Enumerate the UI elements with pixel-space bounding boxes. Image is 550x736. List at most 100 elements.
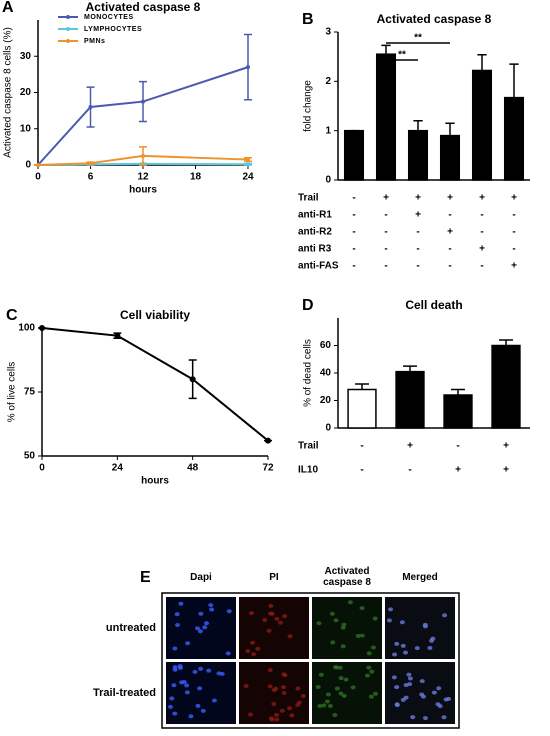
cell (194, 626, 200, 631)
condition-value: + (415, 193, 421, 204)
bar (347, 388, 377, 429)
condition-value: - (384, 244, 387, 255)
condition-value: + (383, 193, 389, 204)
cell (442, 613, 448, 618)
cell (355, 633, 361, 638)
condition-value: - (352, 244, 355, 255)
cell (368, 694, 374, 699)
cell (318, 672, 324, 677)
cell (386, 618, 392, 623)
legend-label: LYMPHOCYTES (84, 26, 142, 33)
cell (332, 713, 338, 718)
cell (243, 683, 249, 688)
cell (172, 646, 178, 651)
cell (177, 664, 183, 669)
condition-value: + (415, 210, 421, 221)
cell (337, 665, 343, 670)
cell (209, 607, 215, 612)
cell (262, 617, 268, 622)
condition-value: - (416, 244, 419, 255)
cell (406, 672, 412, 677)
cell (266, 628, 272, 633)
legend-label: PMNs (84, 38, 105, 45)
condition-value: - (480, 227, 483, 238)
cell (333, 665, 339, 670)
error-bar (381, 44, 391, 55)
cell (392, 652, 398, 657)
cell (178, 601, 184, 606)
cell (198, 611, 204, 616)
cell (431, 690, 437, 695)
cell (414, 646, 420, 651)
condition-value: + (511, 261, 517, 272)
condition-value: - (384, 227, 387, 238)
cell (325, 692, 331, 697)
x-tick-label: 72 (262, 463, 274, 474)
cell (287, 634, 293, 639)
panel-letter: C (6, 307, 18, 324)
cell (341, 693, 347, 698)
panel-letter: D (302, 297, 314, 314)
cell (394, 685, 400, 690)
cell (211, 698, 217, 703)
micrograph (166, 662, 236, 724)
legend-marker (66, 27, 70, 31)
condition-value: - (448, 261, 451, 272)
bar (491, 344, 521, 429)
cell (277, 620, 283, 625)
cell (208, 603, 214, 608)
cell (364, 673, 370, 678)
x-tick-label: 24 (242, 172, 254, 183)
cell (427, 645, 433, 650)
cell (197, 629, 203, 634)
condition-value: + (479, 244, 485, 255)
cell (192, 669, 198, 674)
cell (169, 696, 175, 701)
cell (366, 665, 372, 670)
condition-value: - (448, 244, 451, 255)
bar (395, 370, 425, 429)
cell (287, 706, 293, 711)
y-tick-label: 0 (325, 175, 331, 186)
cell (410, 715, 416, 720)
cell (268, 603, 274, 608)
condition-value: + (455, 465, 461, 476)
cell (295, 702, 301, 707)
error-bar (355, 383, 369, 390)
cell (248, 611, 254, 616)
condition-value: - (352, 261, 355, 272)
cell (441, 715, 447, 720)
y-tick-label: 3 (325, 27, 331, 38)
micrograph (385, 597, 455, 659)
y-tick-label: 0 (25, 160, 31, 171)
cell (321, 703, 327, 708)
cell (216, 671, 222, 676)
y-axis-label: fold change (303, 80, 314, 132)
cell (174, 622, 180, 627)
cell (372, 691, 378, 696)
y-axis-label: % of live cells (7, 362, 18, 423)
cell (334, 686, 340, 691)
cell (437, 704, 443, 709)
cell (184, 690, 190, 695)
series-line (41, 327, 269, 442)
cell (338, 691, 344, 696)
condition-value: - (480, 261, 483, 272)
cell (359, 606, 365, 611)
cell (184, 683, 190, 688)
bar (471, 69, 493, 181)
cell (279, 708, 285, 713)
y-tick-label: 40 (320, 368, 332, 379)
bar (407, 129, 429, 181)
row-label: untreated (106, 622, 156, 634)
x-tick-label: 0 (35, 172, 41, 183)
point (141, 99, 145, 104)
cell (422, 624, 428, 629)
y-axis-label: % of dead cells (303, 339, 314, 407)
cell (188, 714, 194, 719)
micrograph (166, 597, 236, 659)
condition-value: - (360, 441, 363, 452)
condition-value: - (384, 210, 387, 221)
error-bar (413, 120, 423, 131)
cell (419, 679, 425, 684)
